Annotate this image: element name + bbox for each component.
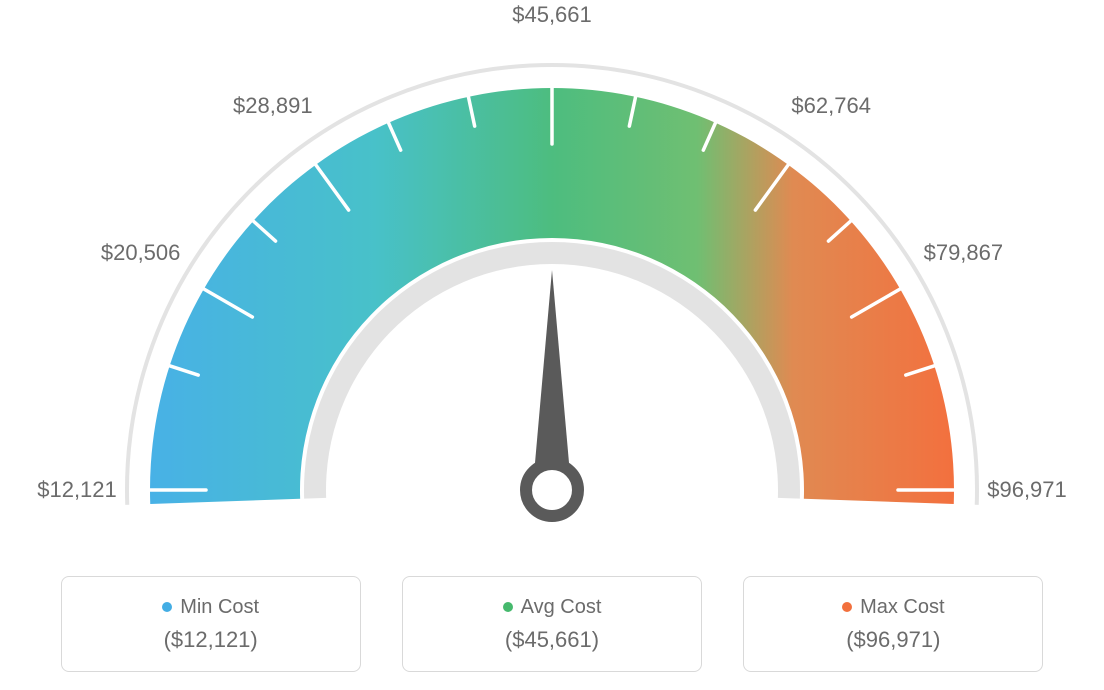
legend-header-max: Max Cost [842, 596, 944, 619]
legend-label-min: Min Cost [180, 596, 259, 619]
legend-card-avg: Avg Cost ($45,661) [402, 576, 702, 672]
legend-value-avg: ($45,661) [505, 627, 599, 653]
gauge-area: $12,121 $20,506 $28,891 $45,661 $62,764 $79,8… [0, 0, 1104, 560]
legend-header-avg: Avg Cost [503, 596, 602, 619]
gauge-tick-label: $20,506 [101, 240, 181, 266]
legend-row: Min Cost ($12,121) Avg Cost ($45,661) Ma… [0, 576, 1104, 672]
legend-header-min: Min Cost [162, 596, 259, 619]
legend-card-min: Min Cost ($12,121) [61, 576, 361, 672]
gauge-tick-label: $45,661 [512, 2, 592, 28]
gauge-tick-label: $28,891 [233, 93, 313, 119]
gauge-tick-label: $96,971 [987, 477, 1067, 503]
gauge-tick-label: $12,121 [37, 477, 117, 503]
legend-value-max: ($96,971) [846, 627, 940, 653]
gauge-tick-label: $79,867 [924, 240, 1004, 266]
legend-dot-min [162, 602, 172, 612]
legend-label-max: Max Cost [860, 596, 944, 619]
gauge-tick-label: $62,764 [791, 93, 871, 119]
gauge-svg [0, 0, 1104, 560]
cost-gauge-chart: $12,121 $20,506 $28,891 $45,661 $62,764 $79,8… [0, 0, 1104, 690]
legend-label-avg: Avg Cost [521, 596, 602, 619]
legend-dot-max [842, 602, 852, 612]
legend-value-min: ($12,121) [164, 627, 258, 653]
legend-dot-avg [503, 602, 513, 612]
legend-card-max: Max Cost ($96,971) [743, 576, 1043, 672]
